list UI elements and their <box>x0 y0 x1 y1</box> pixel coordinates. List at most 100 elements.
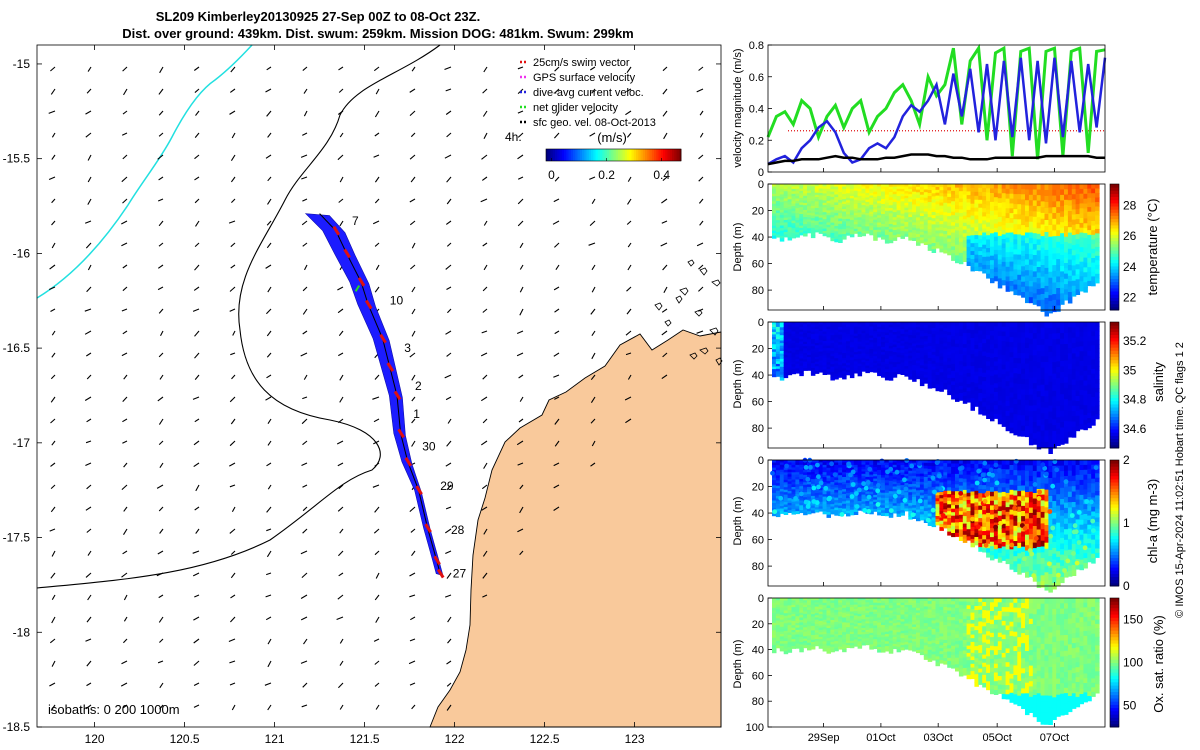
temperature-section-cell <box>1028 200 1034 207</box>
temperature-colorbar-cell <box>1110 206 1119 210</box>
salinity-section-cell <box>818 367 824 371</box>
salinity-section-cell <box>783 354 789 358</box>
salinity-section-cell <box>951 353 956 358</box>
legend-label: 25cm/s swim vector <box>533 57 630 69</box>
salinity-section-cell <box>966 376 972 381</box>
salinity-section-cell <box>869 360 874 364</box>
salinity-section-cell <box>814 359 820 363</box>
temperature-section-cell <box>986 209 991 215</box>
salinity-section-cell <box>896 324 902 328</box>
geo-velocity-arrow <box>230 176 236 183</box>
salinity-section-cell <box>951 332 956 337</box>
chla-section-cell <box>772 467 777 471</box>
salinity-section-cell <box>1052 379 1057 386</box>
temperature-section-cell <box>779 194 785 198</box>
salinity-section-cell <box>834 376 839 380</box>
geo-velocity-arrow <box>301 462 308 467</box>
temperature-section-cell <box>1032 260 1038 267</box>
geo-velocity-arrow <box>193 616 200 621</box>
temperature-section-cell <box>892 184 898 188</box>
geo-velocity-arrow <box>698 286 704 292</box>
island-outline <box>664 319 672 327</box>
temperature-section-cell <box>822 184 828 187</box>
geo-velocity-arrow <box>590 66 596 71</box>
chla-section-cell <box>834 492 839 496</box>
temperature-section-cell <box>1060 189 1065 196</box>
temperature-section-cell <box>1095 206 1100 212</box>
salinity-section-cell <box>772 356 777 360</box>
salinity-section-cell <box>807 333 812 336</box>
velocity-y-tick-label: 0 <box>758 167 764 179</box>
salinity-section-cell <box>904 346 909 350</box>
geo-velocity-arrow <box>375 264 380 271</box>
chla-section-cell <box>775 485 781 489</box>
salinity-section-cell <box>919 376 925 381</box>
temperature-section-cell <box>1071 275 1077 282</box>
salinity-section-cell <box>943 322 948 326</box>
temperature-section-cell <box>974 195 979 201</box>
salinity-section-cell <box>1032 427 1038 434</box>
temperature-section-cell <box>997 278 1003 284</box>
chla-section-cell <box>846 500 851 504</box>
chla-section-cell <box>779 510 785 514</box>
salinity-section-cell <box>923 338 929 343</box>
salinity-section-cell <box>931 339 937 344</box>
temperature-section-cell <box>1087 267 1092 273</box>
salinity-section-cell <box>873 349 878 353</box>
chla-section-cell <box>846 498 851 502</box>
swim-vector <box>379 333 387 344</box>
map-y-ticks: -15-15.5-16-16.5-17-17.5-18-18.5 <box>3 57 721 734</box>
temperature-section-cell <box>881 229 886 233</box>
salinity-section-cell <box>1009 327 1014 333</box>
temperature-section-cell <box>939 187 944 191</box>
salinity-section-cell <box>947 381 952 386</box>
geo-velocity-arrow <box>157 550 164 555</box>
geo-velocity-arrow <box>122 704 128 709</box>
temperature-section-cell <box>1091 207 1096 213</box>
salinity-section-cell <box>846 350 851 354</box>
salinity-section-cell <box>947 384 952 389</box>
temperature-section-cell <box>912 184 917 188</box>
temperature-section-cell <box>900 221 905 225</box>
salinity-section-cell <box>997 409 1003 416</box>
salinity-section-cell <box>830 327 835 331</box>
chla-section-cell <box>822 506 828 510</box>
temperature-section-cell <box>830 199 835 203</box>
temperature-section-cell <box>881 186 886 190</box>
temperature-section-cell <box>1036 211 1042 218</box>
temperature-section-cell <box>775 191 781 195</box>
salinity-section-cell <box>803 339 808 343</box>
geo-velocity-arrow <box>517 220 524 227</box>
salinity-section-cell <box>810 370 816 374</box>
temperature-section-cell <box>904 186 909 190</box>
speed-colorbar-tick-label: 0.2 <box>598 168 615 182</box>
salinity-section-cell <box>1025 400 1030 406</box>
temperature-section-cell <box>982 248 987 254</box>
temperature-section-cell <box>966 243 972 248</box>
chla-section-cell <box>807 494 812 498</box>
salinity-section-cell <box>853 366 859 369</box>
salinity-section-cell <box>849 324 855 328</box>
salinity-section-cell <box>1067 322 1073 328</box>
salinity-section-cell <box>775 363 781 367</box>
salinity-section-cell <box>927 379 933 383</box>
salinity-section-cell <box>1017 353 1022 359</box>
salinity-section-cell <box>1091 397 1096 403</box>
temperature-section-cell <box>1083 184 1088 190</box>
temperature-section-cell <box>842 206 847 210</box>
chla-section-cell <box>849 467 855 471</box>
temperature-section-cell <box>1013 279 1018 286</box>
geo-velocity-arrow <box>627 176 632 182</box>
salinity-section-cell <box>947 331 952 336</box>
swim-vector <box>415 485 423 495</box>
salinity-section-cell <box>842 373 847 377</box>
temperature-section-cell <box>853 206 859 210</box>
chla-section-cell <box>783 507 789 511</box>
temperature-section-cell <box>951 256 956 261</box>
geo-velocity-arrow <box>445 550 452 555</box>
temperature-section-cell <box>990 193 995 199</box>
temperature-section-cell <box>888 229 894 233</box>
temperature-section-cell <box>795 225 800 228</box>
temperature-section-cell <box>807 201 812 205</box>
